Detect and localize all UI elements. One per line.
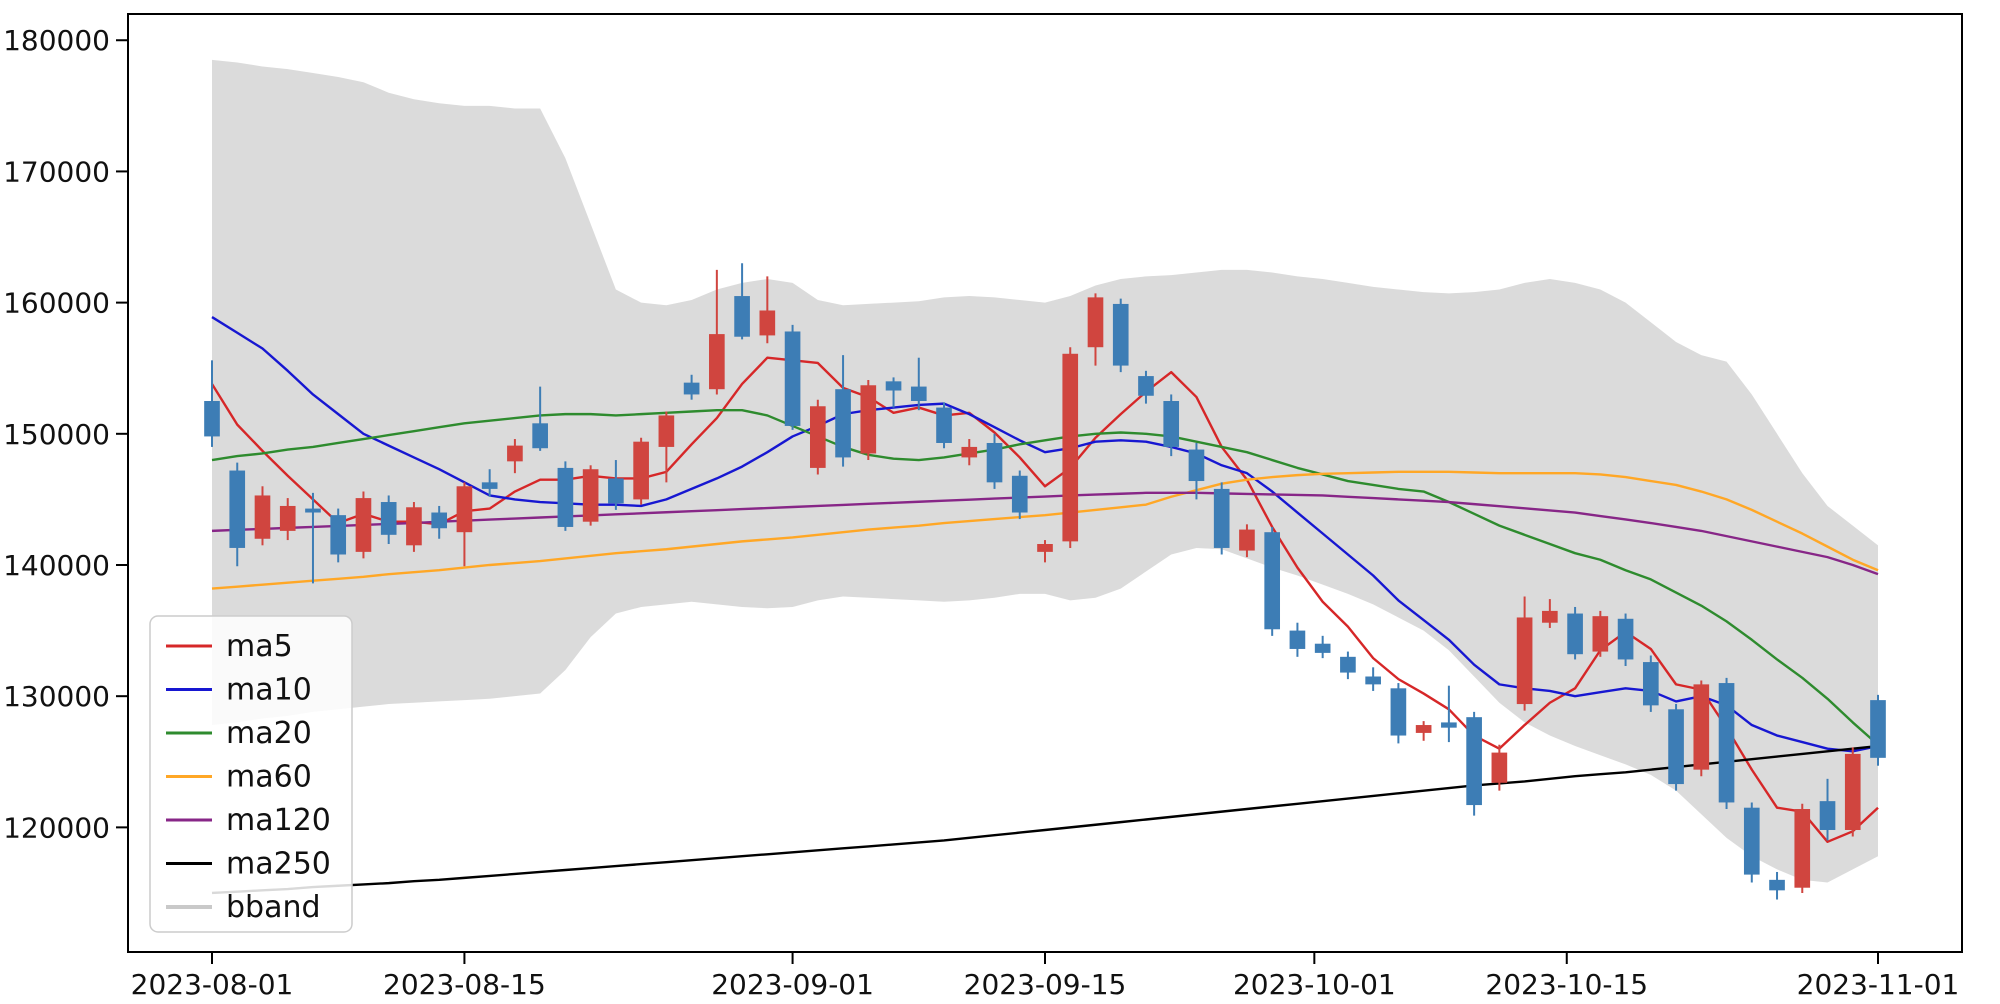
candle-body [1011, 475, 1028, 513]
candle-body [1062, 353, 1079, 542]
bollinger-band-area [212, 59, 1878, 883]
candle-body [1743, 807, 1760, 875]
line-ma120 [211, 491, 1879, 576]
candle-body [860, 385, 877, 454]
candles [204, 263, 1886, 900]
candle-body [406, 507, 422, 546]
candle-body [1264, 532, 1281, 630]
candle-body [709, 334, 725, 390]
legend-label: ma60 [226, 760, 312, 795]
candle-body [1844, 753, 1861, 830]
candle-body [1491, 752, 1508, 783]
candle-body [355, 498, 372, 552]
candle-body [1441, 722, 1457, 728]
candle-body [532, 423, 548, 449]
candle-body [1037, 544, 1053, 552]
candle-body [1415, 725, 1432, 733]
candle-body [481, 482, 498, 489]
x-tick-label: 2023-10-15 [1485, 968, 1648, 1000]
y-tick-label: 160000 [3, 287, 110, 320]
candle-body [885, 381, 902, 391]
x-tick-label: 2023-10-01 [1233, 968, 1396, 1000]
candle-body [1365, 676, 1381, 685]
candle-body [1693, 684, 1710, 770]
line-ma250 [211, 744, 1879, 895]
y-tick-label: 180000 [3, 24, 110, 57]
candle-body [1718, 683, 1735, 803]
y-tick-label: 170000 [3, 155, 110, 188]
x-tick-label: 2023-11-01 [1797, 968, 1960, 1000]
y-tick-label: 120000 [3, 811, 110, 844]
candle-body [759, 310, 776, 336]
candle-body [1794, 809, 1811, 888]
candle-body [1188, 449, 1205, 482]
y-tick-label: 140000 [3, 549, 110, 582]
candle-body [1870, 700, 1886, 758]
candle-body [279, 505, 296, 531]
candle-body [1617, 618, 1634, 660]
candle-body [1390, 688, 1407, 736]
candle-body [734, 296, 750, 337]
candle-body [1314, 643, 1331, 653]
candle-body [683, 382, 700, 395]
candle-body [986, 442, 1003, 483]
candle-body [784, 331, 801, 426]
candle-body [633, 441, 649, 500]
candle-body [608, 478, 624, 504]
candle-body [1642, 662, 1659, 706]
line-ma60 [211, 470, 1879, 590]
legend-label: ma20 [226, 716, 312, 751]
candle-body [658, 415, 675, 447]
legend-label: ma10 [226, 673, 312, 708]
candle-body [507, 445, 523, 462]
candle-body [1668, 709, 1684, 785]
candle-body [1239, 529, 1255, 551]
candle-body [330, 515, 347, 555]
x-tick-label: 2023-09-01 [711, 968, 874, 1000]
candle-body [229, 470, 246, 548]
candle-body [1567, 613, 1583, 655]
candle-body [557, 467, 574, 527]
candle-body [1112, 303, 1129, 366]
candle-body [936, 407, 952, 443]
candle-body [1592, 616, 1609, 652]
candle-body [1542, 610, 1558, 623]
candle-body [961, 446, 978, 458]
candle-body [1087, 297, 1104, 348]
candle-body [1819, 801, 1836, 830]
candle-body [456, 486, 473, 533]
line-ma20 [211, 408, 1879, 746]
candle-body [1213, 488, 1230, 548]
x-tick-label: 2023-09-15 [964, 968, 1127, 1000]
y-tick-label: 150000 [3, 418, 110, 451]
candle-body [582, 469, 599, 522]
candle-body [1769, 879, 1785, 891]
candle-body [1289, 630, 1306, 649]
candle-body [809, 406, 826, 468]
candle-body [380, 502, 397, 535]
legend: ma5 ma10 ma20 ma60 ma120 ma250 bband [149, 615, 353, 933]
candle-body [305, 508, 321, 513]
candle-body [1466, 717, 1482, 806]
candle-body [431, 512, 448, 529]
candle-body [1138, 376, 1154, 396]
y-tick-label: 130000 [3, 680, 110, 713]
candle-body [1516, 617, 1533, 705]
candle-body [1163, 401, 1180, 447]
candle-body [254, 495, 271, 539]
x-tick-label: 2023-08-15 [383, 968, 546, 1000]
candle-body [835, 389, 851, 458]
legend-label: ma250 [226, 847, 331, 882]
candle-body [204, 401, 220, 437]
legend-label: bband [226, 890, 321, 925]
legend-label: ma120 [226, 803, 331, 838]
legend-label: ma5 [226, 629, 293, 664]
x-tick-label: 2023-08-01 [131, 968, 294, 1000]
candle-body [1340, 656, 1356, 673]
candle-body [910, 386, 927, 402]
legend-box [149, 615, 353, 933]
